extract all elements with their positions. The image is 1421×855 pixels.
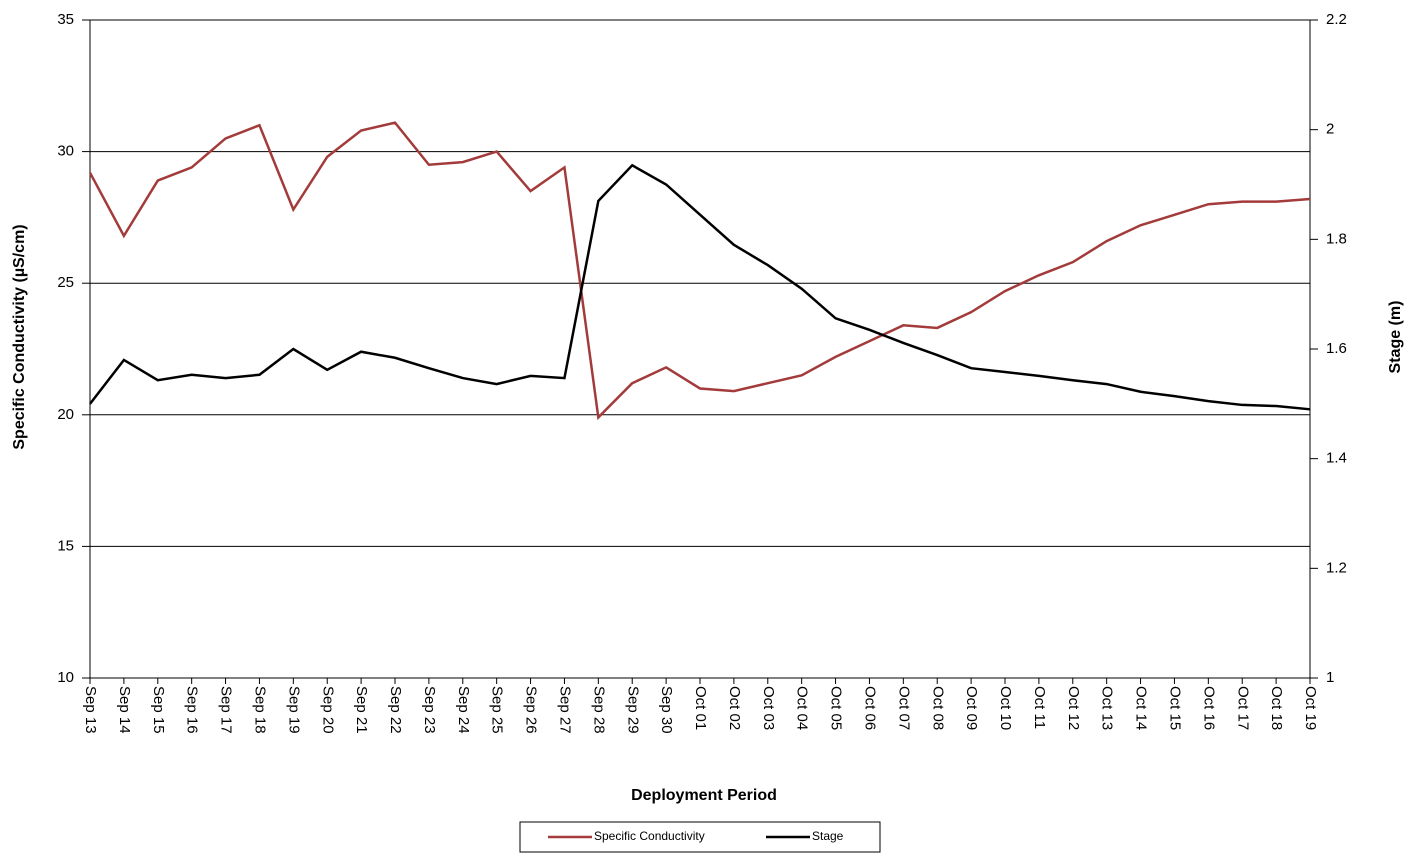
x-tick-label: Sep 29	[624, 686, 641, 734]
x-tick-label: Sep 19	[285, 686, 302, 734]
x-axis-title: Deployment Period	[631, 787, 777, 804]
x-tick-label: Oct 15	[1166, 686, 1183, 730]
x-tick-label: Oct 03	[760, 686, 777, 730]
x-tick-label: Oct 07	[895, 686, 912, 730]
x-tick-label: Oct 18	[1268, 686, 1285, 730]
y2-tick-label: 1.8	[1326, 230, 1347, 247]
y-tick-label: 35	[57, 11, 74, 28]
y2-tick-label: 1.4	[1326, 450, 1347, 467]
x-tick-label: Oct 10	[997, 686, 1014, 730]
x-tick-label: Sep 28	[590, 686, 607, 734]
x-tick-label: Oct 08	[929, 686, 946, 730]
series-line	[89, 163, 1311, 411]
y2-tick-label: 1	[1326, 669, 1334, 686]
y-axis-title: Specific Conductivity (µS/cm)	[11, 224, 28, 449]
x-tick-label: Oct 01	[692, 686, 709, 730]
y2-tick-label: 2	[1326, 121, 1334, 138]
x-tick-label: Sep 22	[387, 686, 404, 734]
x-tick-label: Oct 06	[861, 686, 878, 730]
x-tick-label: Oct 19	[1302, 686, 1319, 730]
legend-label: Specific Conductivity	[594, 829, 705, 843]
x-tick-label: Oct 12	[1065, 686, 1082, 730]
y-tick-label: 20	[57, 406, 74, 423]
x-tick-label: Sep 30	[658, 686, 675, 734]
x-tick-label: Oct 02	[726, 686, 743, 730]
y2-tick-label: 1.2	[1326, 559, 1347, 576]
y2-axis-title: Stage (m)	[1387, 301, 1404, 374]
x-tick-label: Oct 09	[963, 686, 980, 730]
x-tick-label: Sep 21	[353, 686, 370, 734]
series-line	[88, 121, 1311, 421]
x-tick-label: Oct 13	[1099, 686, 1116, 730]
x-tick-label: Sep 23	[421, 686, 438, 734]
y2-tick-label: 2.2	[1326, 11, 1347, 28]
x-tick-label: Oct 16	[1200, 686, 1217, 730]
x-tick-label: Sep 14	[116, 686, 133, 734]
x-tick-label: Sep 20	[319, 686, 336, 734]
x-tick-label: Oct 17	[1234, 686, 1251, 730]
y2-tick-label: 1.6	[1326, 340, 1347, 357]
x-tick-label: Sep 24	[455, 686, 472, 734]
x-tick-label: Sep 18	[251, 686, 268, 734]
x-tick-label: Sep 25	[489, 686, 506, 734]
y-tick-label: 10	[57, 669, 74, 686]
x-tick-label: Oct 04	[794, 686, 811, 730]
x-tick-label: Sep 26	[523, 686, 540, 734]
legend-label: Stage	[812, 829, 844, 843]
x-tick-label: Sep 27	[556, 686, 573, 734]
x-tick-label: Sep 17	[218, 686, 235, 734]
y-tick-label: 30	[57, 143, 74, 160]
y-tick-label: 15	[57, 537, 74, 554]
y-tick-label: 25	[57, 274, 74, 291]
x-tick-label: Sep 13	[82, 686, 99, 734]
x-tick-label: Sep 15	[150, 686, 167, 734]
x-tick-label: Oct 11	[1031, 686, 1048, 729]
x-tick-label: Oct 05	[828, 686, 845, 730]
x-tick-label: Sep 16	[184, 686, 201, 734]
x-tick-label: Oct 14	[1133, 686, 1150, 730]
